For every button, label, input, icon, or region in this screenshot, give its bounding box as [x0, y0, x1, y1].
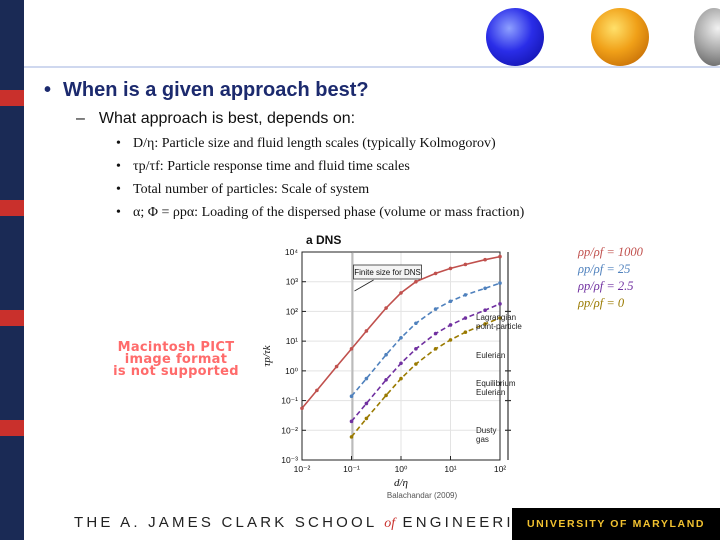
series-point	[483, 308, 487, 312]
left-decor-strip	[0, 0, 24, 540]
x-tick-label: 10²	[494, 464, 506, 474]
series-point	[463, 262, 468, 267]
series-point	[399, 335, 403, 340]
y-tick-label: 10²	[286, 306, 298, 316]
series-point	[364, 401, 369, 406]
series-point	[483, 257, 487, 262]
sub-bullet: • Total number of particles: Scale of sys…	[116, 182, 370, 197]
x-tick-label: 10⁻¹	[343, 464, 360, 474]
legend-item: ρp/ρf = 0	[578, 296, 625, 310]
annotation-pointer	[354, 279, 374, 292]
region-label-equilibrium: Equilibrium	[476, 379, 516, 388]
sub-bullet: • α; Φ = ρpα: Loading of the dispersed ph…	[116, 205, 525, 220]
x-axis-label: d/η	[394, 477, 408, 489]
pict-unsupported-notice: Macintosh PICT image format is not suppo…	[113, 340, 239, 379]
y-tick-label: 10⁰	[285, 366, 298, 376]
series-point	[483, 286, 487, 291]
series-point	[384, 378, 388, 382]
region-label-eulerian: Eulerian	[476, 351, 505, 360]
series-point	[414, 347, 418, 351]
series-point	[448, 299, 453, 304]
series-point	[349, 435, 354, 439]
series-point	[498, 281, 502, 285]
dns-regime-chart: a DNS Finite size for DNS 10⁻² 10⁻¹ 10⁰ 10¹ 10…	[262, 228, 522, 510]
legend-item: ρp/ρf = 2.5	[578, 279, 634, 293]
series-point	[463, 330, 468, 334]
source-credit: Balachandar (2009)	[387, 491, 458, 500]
annotation-text: Finite size for DNS	[354, 268, 421, 277]
legend-item: ρp/ρf = 1000	[578, 245, 643, 259]
series-point	[334, 364, 339, 369]
sub-bullet: • τp/τf: Particle response time and fluid…	[116, 159, 410, 174]
series-point	[498, 302, 502, 306]
strip-band	[0, 200, 24, 216]
region-label-gas: gas	[476, 435, 489, 444]
region-label-dusty: Dusty	[476, 426, 496, 435]
footer-university-name: UNIVERSITY OF MARYLAND	[512, 508, 720, 540]
chart-title: a DNS	[306, 233, 341, 247]
series-point	[364, 376, 369, 381]
y-tick-label: 10¹	[286, 336, 298, 346]
series-point	[448, 323, 453, 327]
series-point	[384, 393, 388, 398]
series-point	[384, 352, 388, 357]
strip-band	[0, 420, 24, 436]
region-label-equilibrium-eulerian: Eulerian	[476, 388, 505, 397]
sub-heading: – What approach is best, depends on:	[76, 110, 356, 127]
sub-bullet: • D/η: Particle size and fluid length sca…	[116, 136, 496, 151]
series-point	[463, 316, 468, 320]
series-point	[463, 293, 468, 297]
y-tick-label: 10⁻¹	[281, 396, 298, 406]
legend-item: ρp/ρf = 25	[578, 262, 631, 276]
strip-band	[0, 90, 24, 106]
series-point	[349, 394, 354, 399]
series-point	[399, 291, 403, 295]
annotation-box	[353, 264, 422, 280]
x-tick-label: 10⁰	[395, 464, 408, 474]
y-axis-label: τp/τk	[262, 344, 273, 366]
footer-school-name: THE A. JAMES CLARK SCHOOL of ENGINEERING	[74, 514, 543, 531]
blue-orb-decoration	[486, 8, 544, 66]
series-point	[315, 388, 319, 393]
strip-band	[0, 310, 24, 326]
series-point	[349, 419, 354, 424]
y-tick-label: 10³	[286, 277, 298, 287]
series-point	[498, 316, 502, 320]
series-point	[433, 307, 438, 311]
x-tick-label: 10¹	[444, 464, 456, 474]
series-point	[433, 271, 438, 276]
main-bullet: • When is a given approach best?	[44, 79, 369, 101]
series-point	[448, 338, 453, 342]
y-tick-label: 10⁻³	[281, 455, 298, 465]
series-point	[349, 347, 354, 351]
y-tick-label: 10⁴	[285, 247, 298, 257]
series-point	[414, 321, 418, 326]
series-point	[433, 331, 438, 336]
x-tick-label: 10⁻²	[294, 464, 311, 474]
series-point	[364, 416, 369, 421]
series-point	[498, 254, 502, 259]
title-divider	[24, 66, 720, 68]
region-label-lagrangian: Lagrangian	[476, 313, 516, 322]
series-point	[399, 361, 403, 366]
series-point	[384, 306, 388, 310]
gold-orb-decoration	[591, 8, 649, 66]
y-tick-label: 10⁻²	[281, 425, 298, 435]
series-point	[448, 266, 453, 271]
gray-orb-decoration	[694, 8, 720, 66]
series-point	[433, 347, 438, 351]
series-point	[483, 322, 487, 326]
series-point	[364, 329, 369, 333]
series-point	[300, 406, 304, 411]
series-point	[414, 279, 418, 284]
series-point	[399, 376, 403, 381]
finite-size-boundary	[351, 253, 354, 459]
series-point	[414, 362, 418, 366]
region-label-point-particle: point-particle	[476, 322, 522, 331]
